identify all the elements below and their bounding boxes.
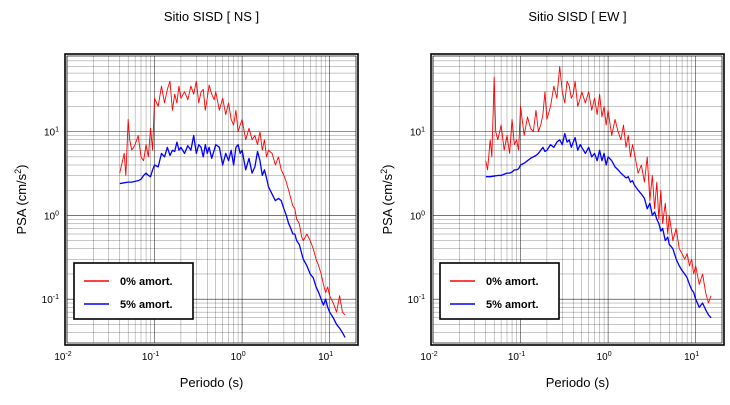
- x-tick-label: 101: [318, 351, 333, 363]
- series-line-1: [485, 132, 712, 319]
- grid: [66, 55, 357, 344]
- chart-panel-0: 10-2 10-1 100 101 10-1 100 101 Sitio SISD [ NS …: [13, 9, 359, 390]
- chart-title: Sitio SISD [ NS ]: [164, 9, 259, 24]
- series-line-1: [119, 134, 346, 338]
- series-line-0: [119, 80, 346, 316]
- y-axis-label: PSA (cm/s2): [379, 164, 395, 234]
- legend-label-1: 5% amort.: [120, 299, 173, 311]
- y-tick-label: 100: [44, 210, 59, 222]
- chart-title: Sitio SISD [ EW ]: [528, 9, 626, 24]
- series-line-0: [485, 66, 712, 304]
- x-tick-label: 101: [684, 351, 699, 363]
- x-tick-label: 10-1: [142, 351, 159, 363]
- y-axis-label: PSA (cm/s2): [13, 164, 29, 234]
- x-tick-label: 100: [231, 351, 246, 363]
- legend: 0% amort. 5% amort.: [439, 262, 560, 320]
- plot-frame: [64, 53, 359, 346]
- legend-box: [439, 262, 560, 320]
- chart-panel-1: 10-2 10-1 100 101 10-1 100 101 Sitio SISD [ EW …: [379, 9, 725, 390]
- y-tick-label: 100: [410, 210, 425, 222]
- plot-frame: [430, 53, 725, 346]
- y-tick-label: 10-1: [408, 294, 425, 306]
- x-axis-label: Periodo (s): [546, 375, 610, 390]
- x-tick-label: 10-2: [420, 351, 437, 363]
- legend-box: [73, 262, 194, 320]
- legend-label-0: 0% amort.: [120, 276, 173, 288]
- y-tick-label: 101: [44, 127, 59, 139]
- series-group: [119, 80, 346, 338]
- plot-area: [66, 55, 357, 344]
- plot-area: [432, 55, 723, 344]
- x-axis-label: Periodo (s): [180, 375, 244, 390]
- y-tick-label: 101: [410, 127, 425, 139]
- x-tick-label: 10-1: [508, 351, 525, 363]
- x-tick-label: 10-2: [54, 351, 71, 363]
- x-tick-label: 100: [597, 351, 612, 363]
- legend-label-1: 5% amort.: [486, 299, 539, 311]
- legend-label-0: 0% amort.: [486, 276, 539, 288]
- legend: 0% amort. 5% amort.: [73, 262, 194, 320]
- series-group: [485, 66, 712, 319]
- y-tick-label: 10-1: [42, 294, 59, 306]
